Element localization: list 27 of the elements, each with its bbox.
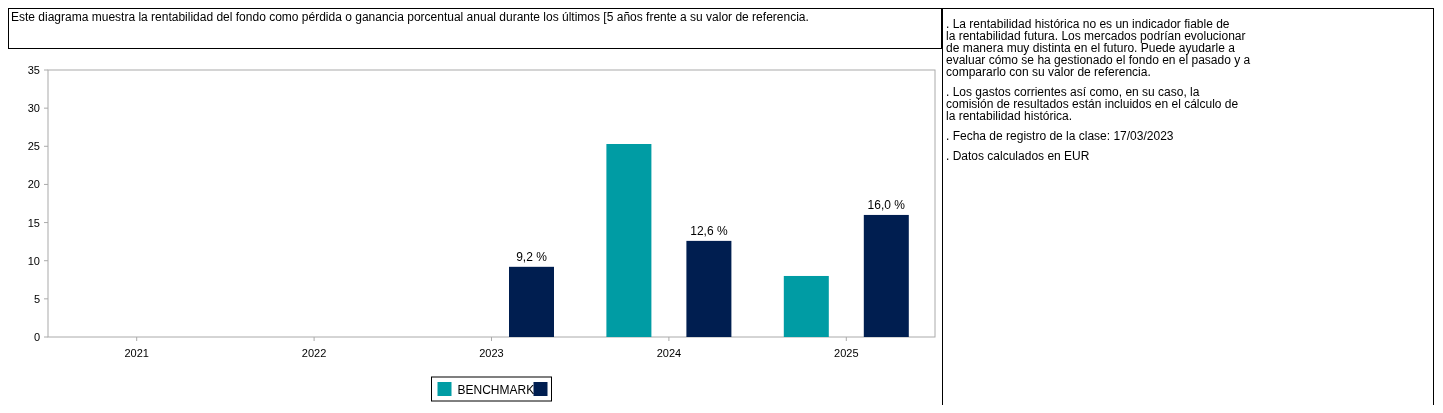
y-tick-label: 15 xyxy=(27,216,40,229)
y-tick-label: 25 xyxy=(27,140,40,153)
legend-label: BENCHMARK xyxy=(457,383,535,397)
y-tick-label: 5 xyxy=(33,292,40,305)
data-label: 9,2 % xyxy=(516,249,548,264)
chart-title: Este diagrama muestra la rentabilidad del fondo como pérdida o ganancia porcentual anual durante los últimos [5 años frente a su valor de referencia. xyxy=(11,10,809,24)
data-label: 12,6 % xyxy=(690,223,728,238)
text: . La rentabilidad histórica no es un indicador fiable de la rentabilidad futura. Los mercados podrían evolucionar de manera muy distinta en el futuro. Puede ayudarle a evaluar cómo se ha gestionado el fondo en el pasado y a compararlo con su valor de referencia. xyxy=(946,17,1251,79)
x-tick-label: 2025 xyxy=(834,347,859,359)
text: . Datos calculados en EUR xyxy=(946,149,1090,163)
x-tick-label: 2024 xyxy=(656,347,682,359)
x-tick-label: 2022 xyxy=(301,347,327,359)
x-tick-label: 2021 xyxy=(124,347,149,359)
bar xyxy=(686,240,732,337)
text: . Los gastos corrientes así como, en su caso, la comisión de resultados están incluidos en el cálculo de la rentabilidad histórica. xyxy=(946,85,1239,123)
y-tick-label: 35 xyxy=(27,64,40,76)
y-tick-label: 0 xyxy=(33,331,40,343)
y-tick-label: 30 xyxy=(27,102,40,115)
bar xyxy=(509,266,554,337)
y-tick-label: 20 xyxy=(27,178,40,191)
y-tick-label: 10 xyxy=(27,254,40,267)
x-tick-label: 2023 xyxy=(479,347,504,359)
data-label: 16,0 % xyxy=(867,197,906,212)
bar xyxy=(606,144,652,337)
text: . Fecha de registro de la clase: 17/03/2023 xyxy=(946,129,1174,143)
bar xyxy=(783,275,829,337)
bar xyxy=(863,214,909,337)
